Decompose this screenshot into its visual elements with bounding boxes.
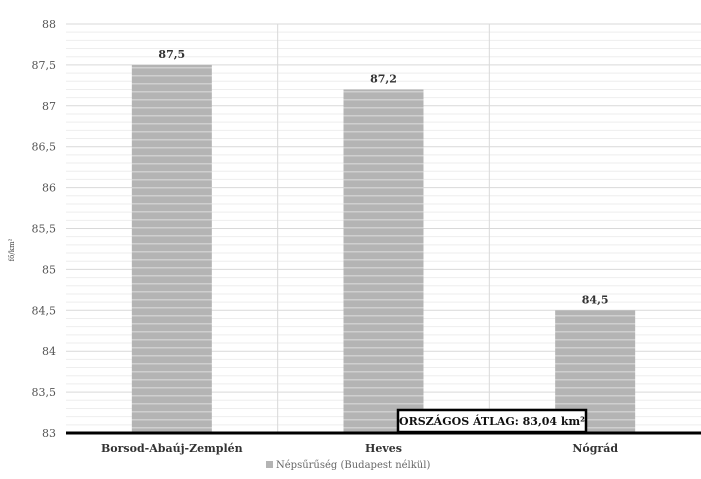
legend-label: Népsűrűség (Budapest nélkül) bbox=[276, 460, 430, 471]
x-axis-categories: Borsod-Abaúj-Zemplén Heves Nógrád bbox=[66, 431, 701, 455]
y-tick-label: 84 bbox=[42, 345, 56, 358]
data-labels: 87,5 87,2 84,5 bbox=[158, 48, 608, 306]
data-label: 84,5 bbox=[582, 293, 609, 306]
y-axis-ticks: 83 83,5 84 84,5 85 85,5 86 86,5 87 87,5 88 bbox=[32, 18, 57, 440]
y-tick-label: 84,5 bbox=[32, 304, 57, 317]
y-tick-label: 85,5 bbox=[32, 223, 57, 236]
category-label: Nógrád bbox=[572, 442, 618, 455]
annotation-box bbox=[396, 408, 588, 434]
legend-swatch bbox=[266, 461, 273, 468]
y-tick-label: 83,5 bbox=[32, 386, 57, 399]
y-tick-label: 86,5 bbox=[32, 141, 57, 154]
data-label: 87,5 bbox=[158, 48, 185, 61]
y-tick-label: 86 bbox=[42, 182, 56, 195]
bar bbox=[343, 89, 424, 433]
y-tick-label: 87 bbox=[42, 100, 56, 113]
category-label: Borsod-Abaúj-Zemplén bbox=[101, 442, 243, 455]
annotation-text: ORSZÁGOS ÁTLAG: 83,04 km² bbox=[399, 414, 585, 428]
national-average-annotation: ORSZÁGOS ÁTLAG: 83,04 km² bbox=[396, 408, 588, 434]
legend: Népsűrűség (Budapest nélkül) bbox=[266, 460, 430, 471]
y-tick-label: 85 bbox=[42, 263, 56, 276]
y-tick-label: 88 bbox=[42, 18, 56, 31]
y-axis-label: fő/km² bbox=[7, 238, 16, 261]
data-label: 87,2 bbox=[370, 72, 397, 85]
category-label: Heves bbox=[365, 442, 402, 455]
y-tick-label: 87,5 bbox=[32, 59, 57, 72]
bar bbox=[131, 64, 212, 434]
bars bbox=[131, 64, 636, 434]
y-tick-label: 83 bbox=[42, 427, 56, 440]
